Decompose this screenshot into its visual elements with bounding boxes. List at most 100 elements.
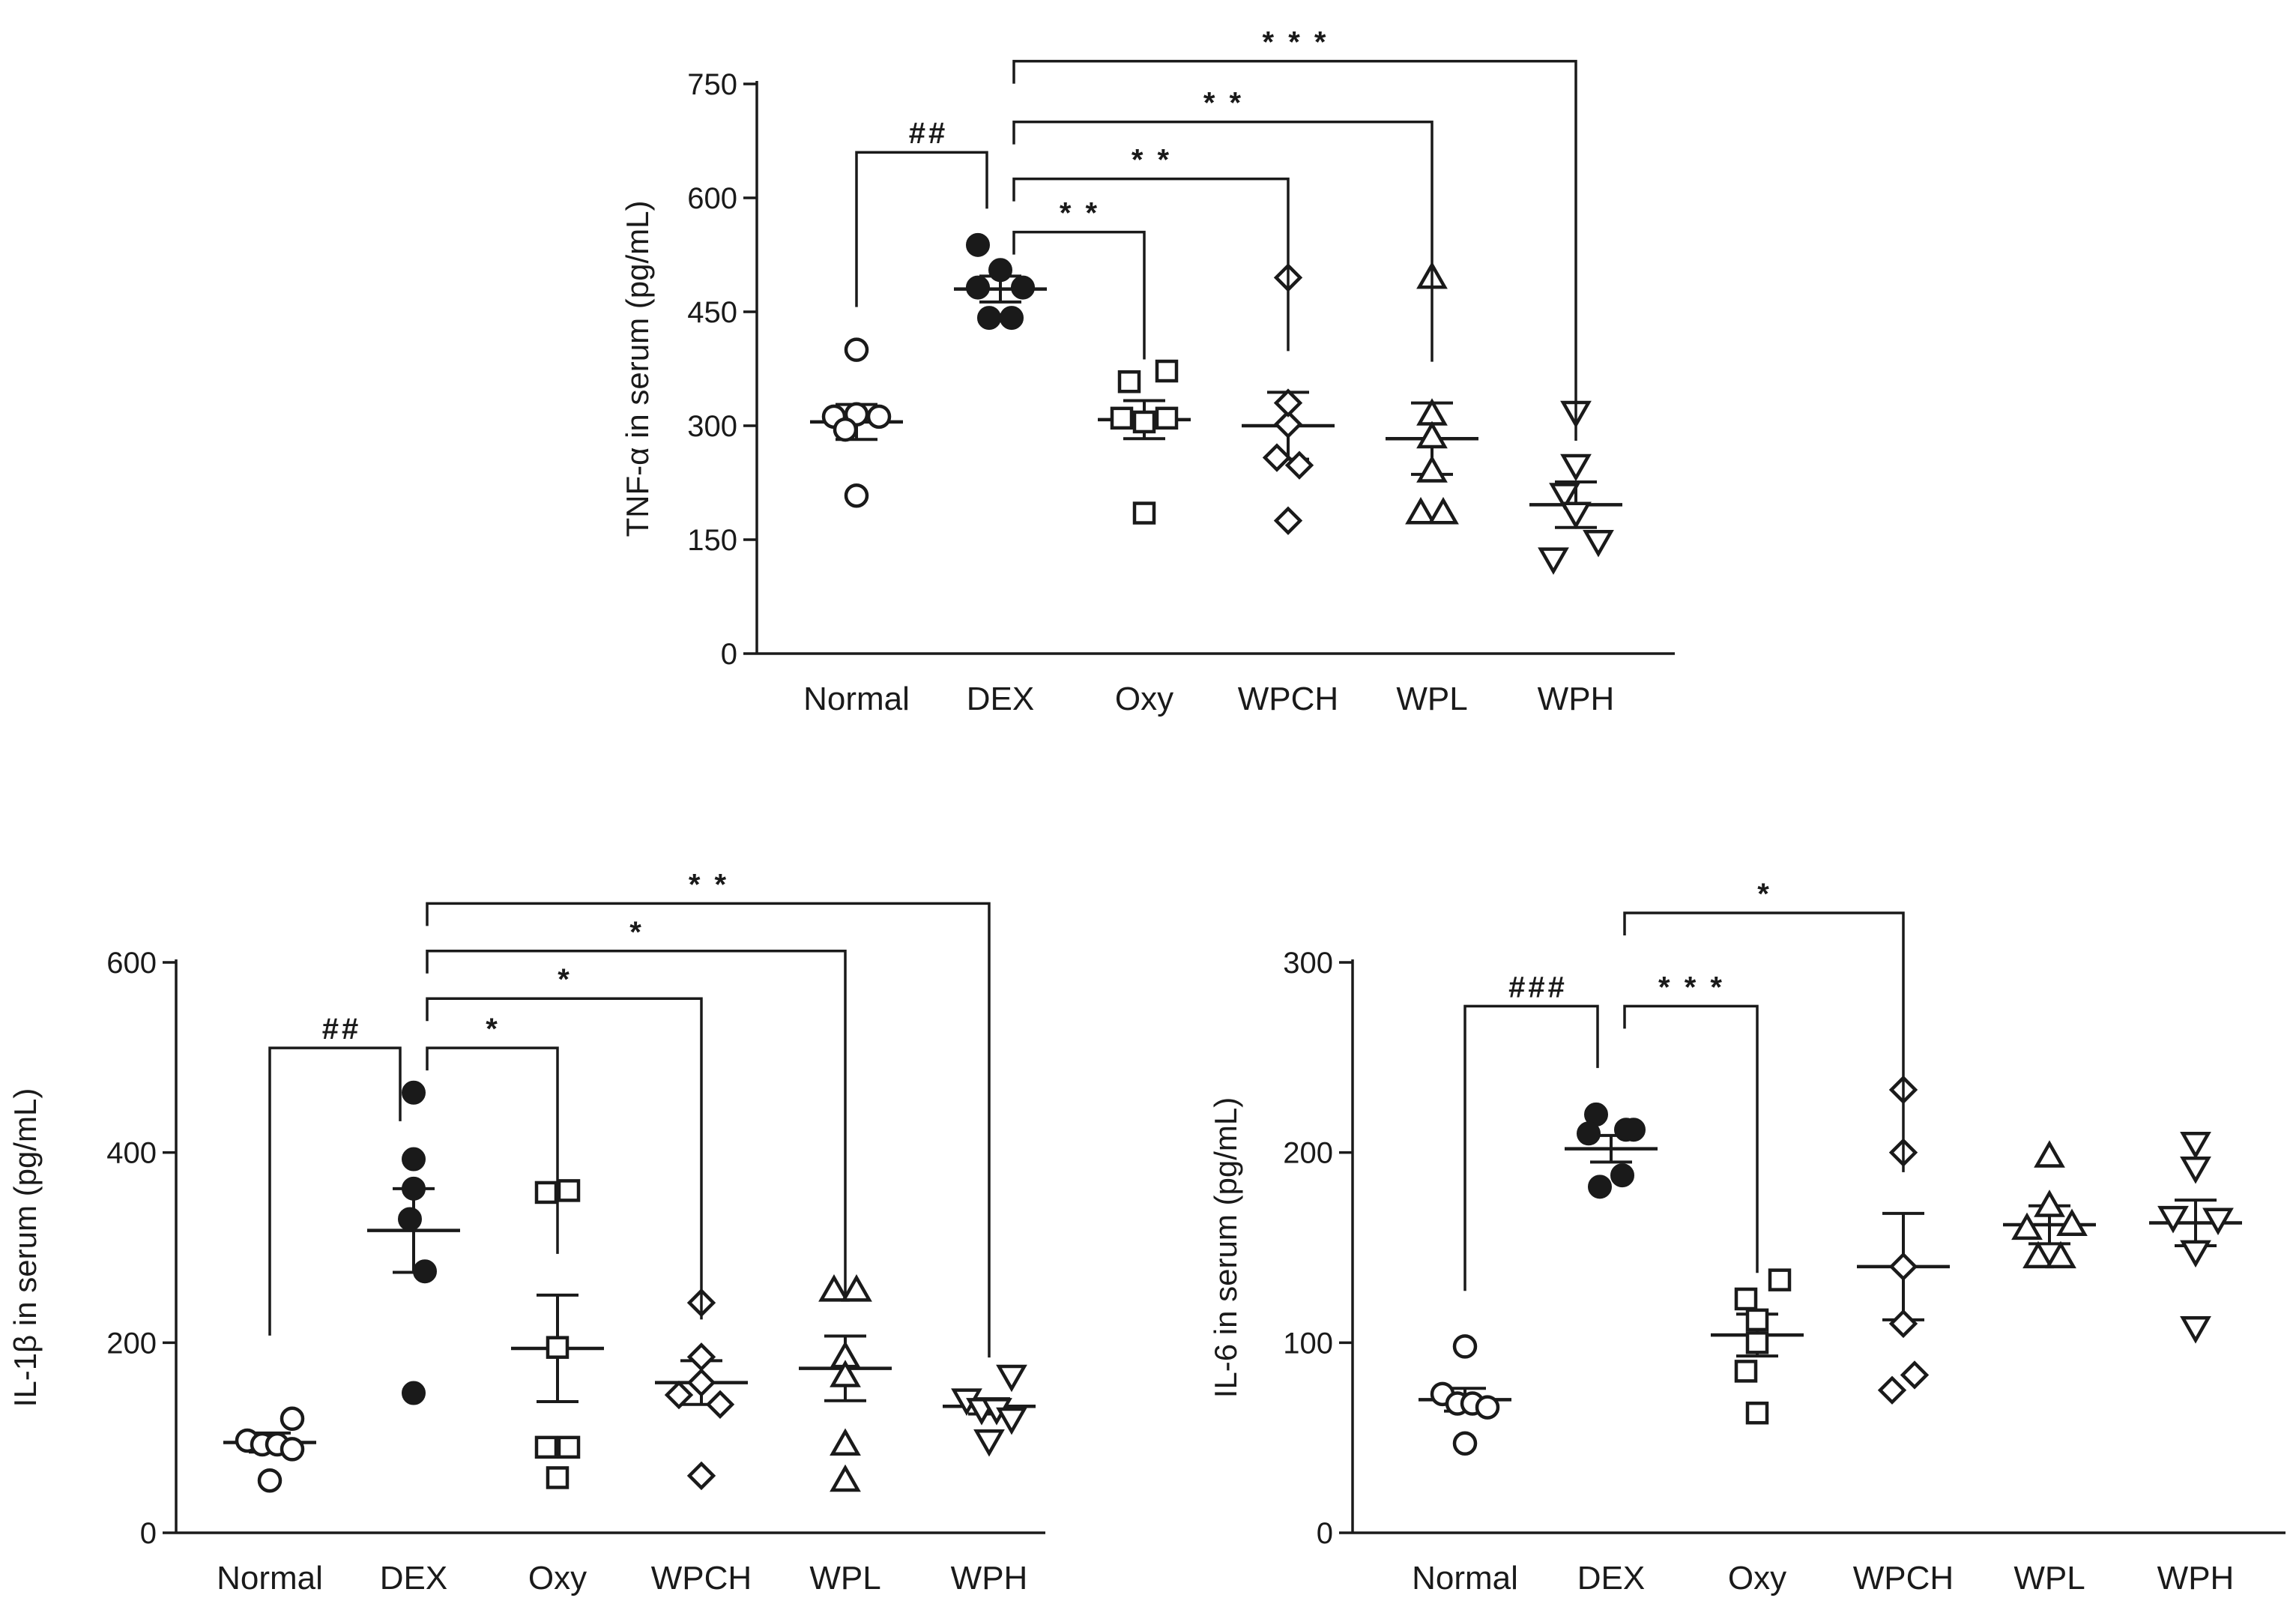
data-point-wpl bbox=[2045, 1240, 2076, 1269]
x-category-label: Oxy bbox=[528, 1560, 587, 1597]
significance-bracket bbox=[426, 950, 847, 1295]
data-point-dex bbox=[402, 1381, 426, 1405]
data-point-wpl bbox=[818, 1274, 850, 1302]
data-point-wpch bbox=[1273, 388, 1303, 417]
il-1-beta-chart: 0 200 400 600 Normal DEX Oxy WPCH WPL WPH IL-1β in… bbox=[7, 868, 1045, 1597]
x-category-label: DEX bbox=[967, 681, 1034, 717]
y-tick-label: 600 bbox=[687, 182, 737, 215]
significance-bracket bbox=[426, 902, 991, 1358]
data-point-wpl bbox=[1416, 398, 1448, 426]
x-category-label: Normal bbox=[217, 1560, 323, 1597]
y-tick-label: 0 bbox=[721, 638, 737, 671]
data-point-oxy bbox=[534, 1435, 558, 1459]
data-point-wph bbox=[1560, 501, 1592, 530]
x-category-label: WPL bbox=[809, 1560, 880, 1597]
significance-label: ## bbox=[909, 117, 949, 150]
x-category-label: WPCH bbox=[651, 1560, 752, 1597]
data-point-wph bbox=[973, 1429, 1005, 1457]
data-point-wph bbox=[1560, 453, 1592, 482]
data-point-wph bbox=[2202, 1208, 2234, 1235]
data-point-wpch bbox=[705, 1390, 735, 1419]
data-point-wph bbox=[2180, 1316, 2211, 1344]
x-category-label: DEX bbox=[1577, 1560, 1645, 1597]
y-tick-label: 600 bbox=[106, 947, 157, 980]
data-point-wpl bbox=[830, 1464, 861, 1492]
data-point-wpl bbox=[1416, 455, 1448, 483]
data-point-oxy bbox=[546, 1336, 570, 1359]
data-point-oxy bbox=[1745, 1401, 1769, 1425]
significance-bracket bbox=[426, 997, 703, 1320]
data-point-normal bbox=[1475, 1395, 1500, 1420]
x-category-label: WPH bbox=[951, 1560, 1028, 1597]
data-point-wpl bbox=[2022, 1240, 2054, 1269]
data-point-oxy bbox=[534, 1181, 558, 1205]
significance-bracket bbox=[1012, 120, 1434, 362]
y-tick-label: 200 bbox=[1283, 1137, 1333, 1170]
x-category-label: Oxy bbox=[1115, 681, 1173, 717]
data-point-wpl bbox=[841, 1274, 872, 1302]
data-point-wpch bbox=[1888, 1309, 1918, 1339]
data-point-normal bbox=[1452, 1431, 1478, 1456]
data-point-wph bbox=[2180, 1240, 2211, 1268]
significance-bracket bbox=[426, 1046, 559, 1254]
data-point-oxy bbox=[1132, 501, 1156, 525]
significance-label: * bbox=[486, 1013, 501, 1046]
data-point-normal bbox=[257, 1468, 283, 1493]
data-point-oxy bbox=[1132, 410, 1156, 434]
data-point-wpl bbox=[830, 1360, 861, 1387]
data-point-wpch bbox=[664, 1380, 694, 1410]
data-point-oxy bbox=[1745, 1308, 1769, 1332]
data-point-oxy bbox=[1734, 1360, 1758, 1383]
y-tick-label: 150 bbox=[687, 524, 737, 557]
y-tick-label: 0 bbox=[1317, 1517, 1333, 1550]
data-point-oxy bbox=[1734, 1287, 1758, 1311]
significance-label: * bbox=[629, 916, 644, 949]
significance-label: * * bbox=[1203, 87, 1244, 120]
data-point-dex bbox=[402, 1176, 426, 1201]
data-point-wph bbox=[2180, 1131, 2211, 1160]
data-point-oxy bbox=[1768, 1268, 1792, 1291]
data-point-dex bbox=[402, 1080, 426, 1105]
data-point-oxy bbox=[1155, 359, 1179, 383]
significance-bracket bbox=[1012, 230, 1146, 360]
x-category-label: Normal bbox=[1412, 1560, 1518, 1597]
y-tick-label: 750 bbox=[687, 68, 737, 101]
significance-bracket bbox=[1623, 1004, 1759, 1273]
data-point-wpch bbox=[1877, 1375, 1907, 1405]
data-point-dex bbox=[413, 1259, 437, 1284]
significance-bracket bbox=[1012, 59, 1577, 441]
y-axis-title: IL-1β in serum (pg/mL) bbox=[7, 1088, 43, 1408]
data-point-wph bbox=[2157, 1205, 2189, 1234]
x-category-label: WPL bbox=[1396, 681, 1467, 717]
data-point-wph bbox=[1538, 547, 1569, 575]
data-point-dex bbox=[1610, 1163, 1634, 1188]
data-point-wpch bbox=[1900, 1360, 1930, 1390]
data-point-wpl bbox=[2034, 1190, 2065, 1217]
data-point-wph bbox=[996, 1364, 1027, 1393]
significance-label: ## bbox=[322, 1013, 362, 1046]
significance-bracket bbox=[1463, 1004, 1599, 1291]
data-point-dex bbox=[966, 232, 990, 257]
data-point-dex bbox=[966, 275, 990, 300]
y-tick-label: 300 bbox=[1283, 947, 1333, 980]
data-point-dex bbox=[1622, 1118, 1646, 1142]
data-point-wph bbox=[2180, 1156, 2211, 1184]
data-point-dex bbox=[1000, 306, 1024, 331]
x-category-label: WPL bbox=[2013, 1560, 2085, 1597]
significance-label: * * * bbox=[1263, 26, 1329, 59]
data-point-wpl bbox=[2034, 1140, 2065, 1168]
data-point-wpch bbox=[686, 1342, 716, 1372]
data-point-dex bbox=[1011, 275, 1035, 300]
significance-label: * * * bbox=[1658, 971, 1725, 1004]
data-point-wpl bbox=[1428, 496, 1459, 525]
data-point-wpl bbox=[830, 1428, 861, 1456]
data-point-normal bbox=[833, 417, 858, 442]
data-point-wpl bbox=[2056, 1208, 2088, 1237]
data-point-dex bbox=[1588, 1175, 1612, 1199]
data-point-normal bbox=[844, 337, 869, 362]
significance-label: * * bbox=[1060, 197, 1100, 230]
y-tick-label: 0 bbox=[140, 1517, 157, 1550]
x-category-label: WPH bbox=[2157, 1560, 2235, 1597]
significance-bracket bbox=[1623, 911, 1905, 1172]
significance-bracket bbox=[268, 1046, 402, 1336]
